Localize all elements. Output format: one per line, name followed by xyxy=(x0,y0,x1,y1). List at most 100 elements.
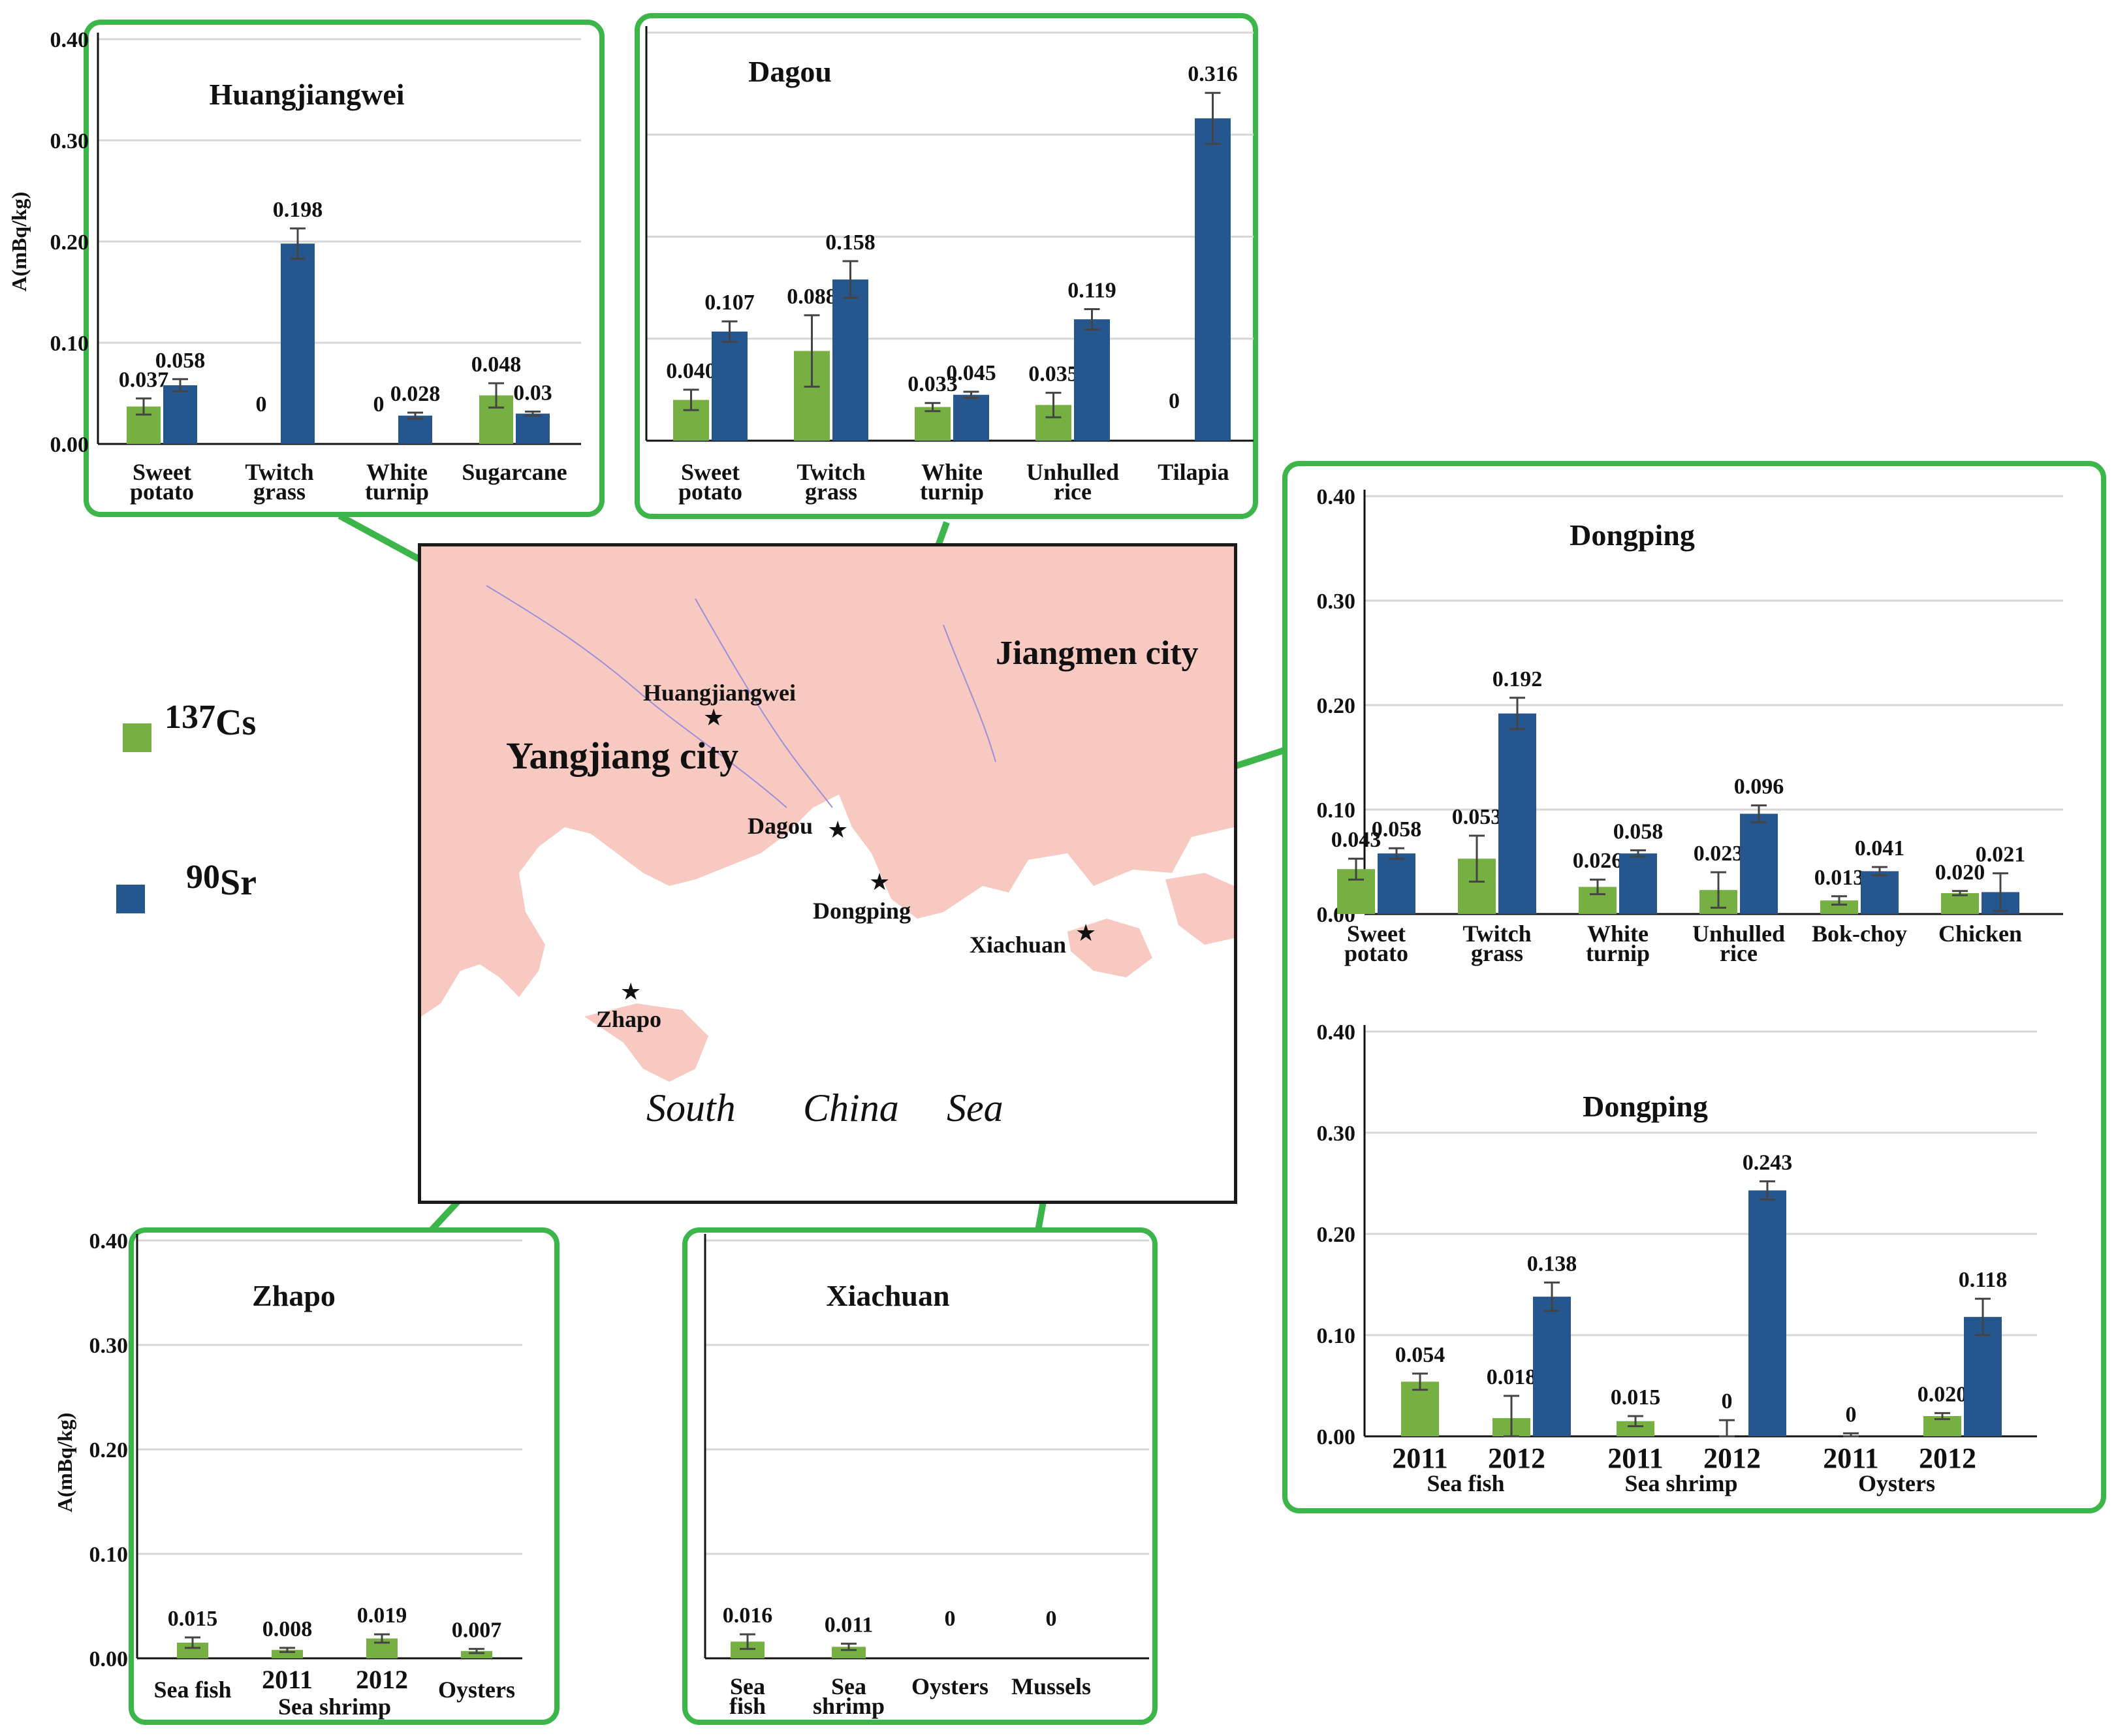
x-category-label: turnip xyxy=(920,479,984,505)
map-drawing: Yangjiang city Jiangmen city South China… xyxy=(421,546,1234,1201)
data-label: 0.015 xyxy=(168,1607,218,1631)
bar xyxy=(1074,319,1110,441)
x-category-label: grass xyxy=(253,479,306,505)
data-label: 0.243 xyxy=(1743,1150,1793,1175)
island-east xyxy=(1165,873,1234,945)
chart-zhapo: 0.00 0.10 0.20 0.30 0.40 A(mBq/kg) Zhapo 0.015 S… xyxy=(53,1229,522,1720)
x-category-label: Sea xyxy=(831,1673,866,1699)
data-label: 0.088 xyxy=(787,285,837,309)
x-year-label: 2012 xyxy=(1703,1442,1761,1474)
x-category-label: White xyxy=(921,459,983,485)
site-star-huangjiangwei: ★ xyxy=(703,704,724,731)
data-label: 0.192 xyxy=(1492,667,1543,691)
data-label: 0.035 xyxy=(1028,362,1079,387)
y-tick-label: 0.20 xyxy=(1317,694,1356,718)
y-tick-label: 0.30 xyxy=(50,129,89,153)
x-category-label: Sweet xyxy=(133,459,191,485)
data-label: 0.096 xyxy=(1734,775,1784,799)
peninsula xyxy=(584,1003,708,1082)
data-label: 0.007 xyxy=(452,1618,502,1643)
panel-zhapo xyxy=(129,1227,560,1725)
bar xyxy=(1533,1297,1571,1436)
bar xyxy=(1401,1381,1439,1436)
x-category-label: Chicken xyxy=(1938,921,2022,947)
data-label: 0.058 xyxy=(1372,817,1422,842)
bar xyxy=(953,394,989,441)
map-label-sea-south: South xyxy=(646,1086,736,1129)
map-label-sea-sea: Sea xyxy=(947,1086,1003,1129)
y-tick-label: 0.10 xyxy=(50,332,89,356)
y-tick-label: 0.30 xyxy=(1317,590,1356,614)
data-label: 0.043 xyxy=(1331,828,1382,852)
data-label: 0.03 xyxy=(513,381,552,405)
bar xyxy=(1748,1190,1786,1436)
y-tick-label: 0.20 xyxy=(89,1438,129,1462)
bar xyxy=(1195,118,1231,441)
x-year-label: 2012 xyxy=(1488,1442,1545,1474)
x-category-label: Unhulled xyxy=(1692,921,1785,947)
data-label: 0.008 xyxy=(262,1617,313,1641)
chart-title: Dagou xyxy=(748,55,832,88)
chart-dongping-seafood: 0.00 0.10 0.20 0.30 0.40 Dongping 0.054 0.018 0.… xyxy=(1317,1020,2037,1496)
bar xyxy=(915,407,951,441)
y-tick-label: 0.40 xyxy=(89,1229,129,1254)
data-label: 0.011 xyxy=(825,1613,874,1637)
y-tick-label: 0.10 xyxy=(1317,1324,1356,1348)
site-label-dongping: Dongping xyxy=(813,898,911,924)
y-axis-label: A(mBq/kg) xyxy=(7,192,31,292)
data-label: 0.037 xyxy=(119,368,169,392)
y-tick-label: 0.00 xyxy=(89,1647,129,1671)
y-tick-label: 0.30 xyxy=(1317,1122,1356,1146)
bar xyxy=(398,415,432,444)
river-2 xyxy=(695,598,833,808)
site-label-xiachuan: Xiachuan xyxy=(970,932,1066,958)
x-category-label: turnip xyxy=(365,479,429,505)
x-category-label: potato xyxy=(1344,940,1408,966)
y-tick-label: 0.20 xyxy=(1317,1223,1356,1247)
data-label: 0.054 xyxy=(1395,1343,1445,1367)
legend-cs-element: Cs xyxy=(215,702,257,743)
site-star-xiachuan: ★ xyxy=(1075,920,1096,946)
x-year-label: 2012 xyxy=(1919,1442,1976,1474)
legend-sr-label: 90Sr xyxy=(186,859,257,904)
bar xyxy=(163,385,197,444)
data-label: 0.058 xyxy=(1613,819,1664,844)
x-group-label: Sea shrimp xyxy=(1624,1470,1737,1496)
x-category-label: 2011 xyxy=(262,1665,313,1694)
x-category-label: Unhulled xyxy=(1026,459,1119,485)
x-category-label: turnip xyxy=(1586,940,1650,966)
bar xyxy=(1861,871,1899,914)
map-label-jiangmen: Jiangmen city xyxy=(996,635,1199,672)
chart-xiachuan: Xiachuan0.016Seafish0.011Seashrimp0Oyste… xyxy=(704,1234,1149,1719)
data-label: 0 xyxy=(373,392,385,417)
data-label: 0.119 xyxy=(1067,278,1116,302)
site-label-huangjiangwei: Huangjiangwei xyxy=(643,680,796,706)
y-tick-label: 0.00 xyxy=(1317,1425,1356,1449)
chart-title: Xiachuan xyxy=(826,1279,949,1312)
x-category-label: shrimp xyxy=(813,1693,885,1719)
data-label: 0.118 xyxy=(1959,1268,2008,1292)
data-label: 0 xyxy=(1846,1402,1857,1427)
x-category-label: Oysters xyxy=(438,1677,515,1703)
chart-huangjiangwei: 0.00 0.10 0.20 0.30 0.40 A(mBq/kg) Huangjiangw… xyxy=(7,28,581,505)
x-category-label: fish xyxy=(729,1693,766,1719)
x-category-label: 2012 xyxy=(356,1665,408,1694)
x-category-label: Sea fish xyxy=(153,1677,231,1703)
bar xyxy=(461,1650,492,1658)
x-year-label: 2011 xyxy=(1607,1442,1664,1474)
x-category-label: Sweet xyxy=(1347,921,1406,947)
bar xyxy=(1941,893,1979,914)
data-label: 0.020 xyxy=(1918,1382,1968,1406)
data-label: 0.028 xyxy=(390,382,441,406)
x-category-label: grass xyxy=(805,479,857,505)
x-category-label: Twitch xyxy=(1462,921,1531,947)
y-tick-label: 0.40 xyxy=(50,28,89,52)
chart-title: Zhapo xyxy=(252,1279,336,1312)
regional-map: Yangjiang city Jiangmen city South China… xyxy=(418,543,1237,1204)
y-tick-label: 0.40 xyxy=(1317,485,1356,509)
data-label: 0 xyxy=(1169,389,1180,413)
x-category-label: Tilapia xyxy=(1158,459,1229,485)
data-label: 0.198 xyxy=(273,198,323,222)
data-label: 0.020 xyxy=(1935,860,1985,885)
site-star-zhapo: ★ xyxy=(620,979,641,1005)
